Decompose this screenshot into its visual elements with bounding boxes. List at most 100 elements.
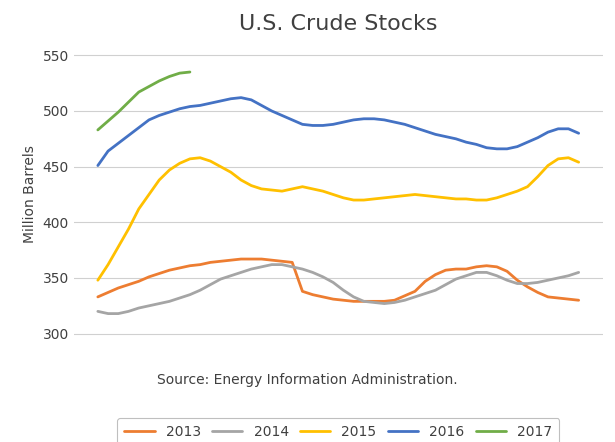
- 2016: [156, 113, 163, 118]
- 2015: [166, 168, 173, 173]
- 2016: [432, 132, 439, 137]
- 2014: [544, 278, 552, 283]
- 2015: [237, 177, 245, 183]
- Text: Source: Energy Information Administration.: Source: Energy Information Administratio…: [157, 373, 458, 388]
- 2013: [473, 264, 480, 270]
- Legend: 2013, 2014, 2015, 2016, 2017: 2013, 2014, 2015, 2016, 2017: [117, 418, 560, 442]
- 2015: [114, 244, 122, 249]
- 2017: [156, 78, 163, 84]
- 2015: [524, 184, 531, 189]
- 2016: [196, 103, 204, 108]
- 2013: [493, 264, 501, 270]
- 2013: [288, 260, 296, 265]
- 2014: [237, 270, 245, 275]
- 2013: [196, 262, 204, 267]
- 2015: [268, 187, 276, 193]
- 2016: [105, 149, 112, 154]
- 2015: [432, 194, 439, 199]
- 2015: [330, 192, 337, 197]
- Line: 2017: 2017: [98, 72, 190, 130]
- 2015: [258, 186, 265, 191]
- Line: 2014: 2014: [98, 265, 579, 313]
- 2013: [544, 294, 552, 300]
- 2015: [350, 198, 357, 203]
- 2014: [452, 276, 459, 282]
- 2013: [462, 267, 470, 272]
- 2013: [268, 258, 276, 263]
- 2015: [575, 160, 582, 165]
- 2014: [145, 303, 153, 309]
- 2016: [575, 130, 582, 136]
- 2016: [544, 130, 552, 135]
- 2013: [125, 282, 132, 287]
- 2013: [575, 297, 582, 303]
- 2017: [125, 99, 132, 105]
- 2016: [339, 119, 347, 125]
- 2016: [330, 122, 337, 127]
- 2014: [217, 276, 224, 282]
- 2016: [565, 126, 572, 131]
- 2015: [299, 184, 306, 189]
- 2015: [94, 278, 101, 283]
- 2014: [114, 311, 122, 316]
- 2016: [503, 146, 510, 152]
- 2016: [401, 122, 408, 127]
- 2014: [94, 309, 101, 314]
- 2015: [462, 196, 470, 202]
- 2016: [207, 100, 214, 106]
- 2015: [135, 206, 143, 212]
- 2013: [391, 297, 398, 303]
- 2013: [452, 267, 459, 272]
- 2016: [555, 126, 562, 131]
- 2016: [114, 141, 122, 146]
- 2014: [370, 300, 378, 305]
- 2014: [493, 273, 501, 278]
- 2013: [503, 269, 510, 274]
- 2016: [421, 128, 429, 133]
- 2016: [288, 117, 296, 122]
- 2015: [176, 160, 183, 166]
- 2014: [227, 273, 234, 278]
- 2013: [411, 289, 419, 294]
- 2014: [514, 281, 521, 286]
- 2015: [473, 198, 480, 203]
- 2016: [135, 125, 143, 130]
- 2013: [299, 289, 306, 294]
- 2014: [207, 282, 214, 287]
- 2014: [401, 297, 408, 303]
- 2015: [339, 195, 347, 201]
- 2017: [114, 110, 122, 115]
- 2017: [176, 70, 183, 76]
- 2016: [217, 98, 224, 103]
- 2014: [125, 309, 132, 314]
- 2014: [176, 295, 183, 301]
- 2015: [565, 155, 572, 160]
- 2013: [350, 299, 357, 304]
- 2013: [339, 297, 347, 303]
- 2014: [442, 282, 450, 287]
- 2014: [299, 267, 306, 272]
- 2015: [217, 164, 224, 169]
- 2013: [258, 256, 265, 262]
- 2017: [186, 69, 194, 75]
- 2014: [258, 264, 265, 270]
- 2014: [186, 292, 194, 297]
- 2013: [330, 297, 337, 302]
- Title: U.S. Crude Stocks: U.S. Crude Stocks: [239, 14, 437, 34]
- 2014: [360, 299, 368, 304]
- 2014: [524, 281, 531, 286]
- 2013: [483, 263, 490, 268]
- 2013: [105, 290, 112, 295]
- 2016: [176, 106, 183, 111]
- 2014: [196, 288, 204, 293]
- 2013: [360, 299, 368, 304]
- Line: 2016: 2016: [98, 98, 579, 166]
- 2014: [309, 270, 316, 275]
- 2015: [493, 195, 501, 201]
- 2015: [248, 183, 255, 188]
- 2013: [401, 293, 408, 298]
- 2015: [207, 158, 214, 164]
- 2013: [370, 299, 378, 304]
- 2016: [381, 117, 388, 122]
- 2014: [319, 274, 327, 279]
